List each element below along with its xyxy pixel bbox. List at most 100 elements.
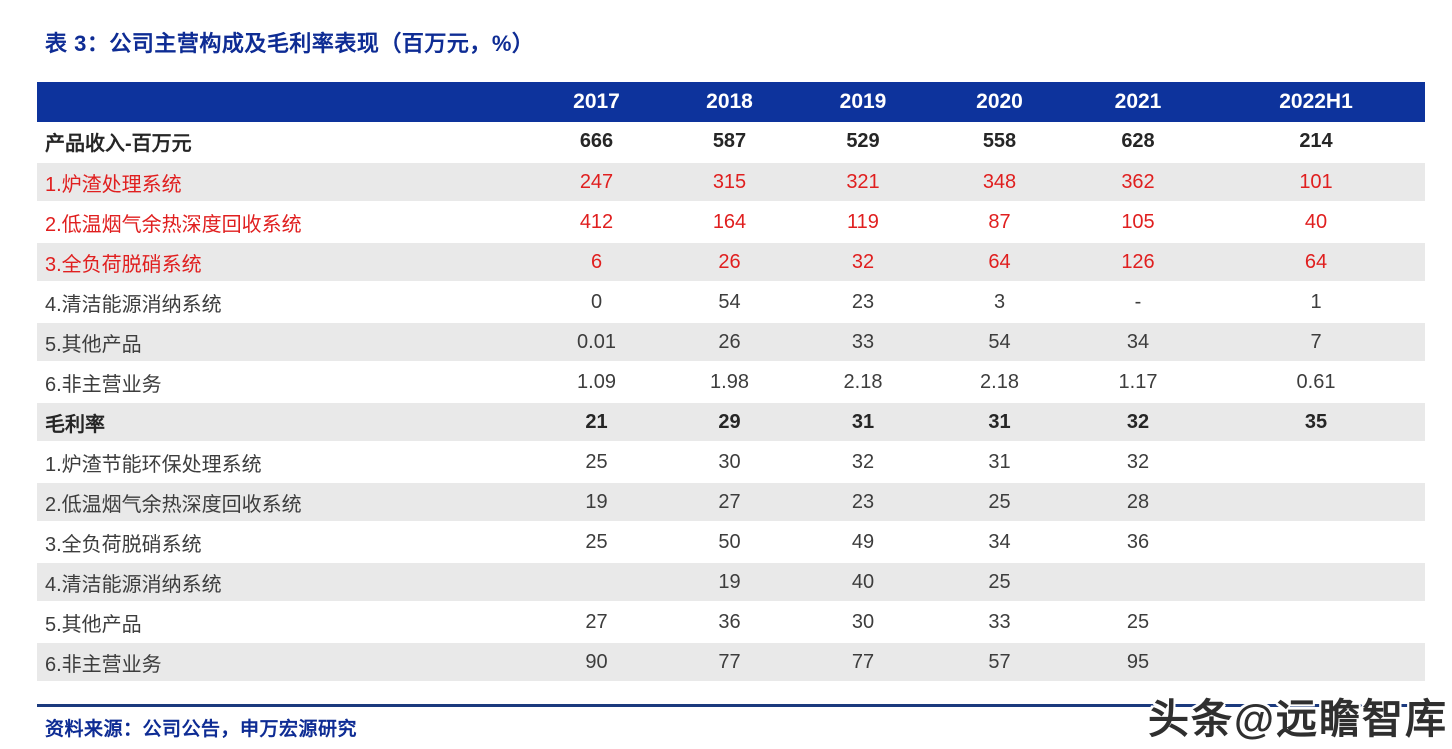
cell-value: 101 (1207, 162, 1425, 203)
cell-value: 1.09 (530, 362, 663, 403)
header-cell-year: 2017 (530, 82, 663, 122)
cell-value: 31 (930, 442, 1069, 483)
cell-value: 1.98 (663, 362, 796, 403)
cell-value: 529 (796, 122, 930, 163)
cell-value: 25 (930, 482, 1069, 523)
table-row: 1.炉渣处理系统 247 315 321 348 362 101 (37, 162, 1425, 203)
cell-value: 25 (930, 562, 1069, 603)
cell-value: 40 (1207, 202, 1425, 243)
cell-value: 26 (663, 242, 796, 283)
table-title: 表 3：公司主营构成及毛利率表现（百万元，%） (45, 31, 535, 56)
cell-value: 54 (663, 282, 796, 323)
cell-value: 23 (796, 482, 930, 523)
cell-value (1207, 642, 1425, 683)
header-cell-blank (37, 82, 530, 122)
cell-value: 587 (663, 122, 796, 163)
cell-value: 57 (930, 642, 1069, 683)
header-cell-year: 2022H1 (1207, 82, 1425, 122)
table-row: 1.炉渣节能环保处理系统 25 30 32 31 32 (37, 442, 1425, 483)
cell-value: 27 (530, 602, 663, 643)
table-row: 4.清洁能源消纳系统 19 40 25 (37, 562, 1425, 603)
cell-value: 77 (663, 642, 796, 683)
row-label: 产品收入-百万元 (37, 122, 530, 163)
cell-value (1207, 602, 1425, 643)
cell-value (530, 562, 663, 603)
cell-value: 49 (796, 522, 930, 563)
cell-value: 558 (930, 122, 1069, 163)
cell-value: 30 (796, 602, 930, 643)
cell-value: 0 (530, 282, 663, 323)
row-label: 5.其他产品 (37, 322, 530, 363)
main-data-table: 2017 2018 2019 2020 2021 2022H1 产品收入-百万元 666 58… (37, 82, 1425, 683)
cell-value: 31 (796, 402, 930, 443)
cell-value: 25 (530, 522, 663, 563)
cell-value: 54 (930, 322, 1069, 363)
cell-value: 214 (1207, 122, 1425, 163)
cell-value: 628 (1069, 122, 1207, 163)
cell-value: 2.18 (796, 362, 930, 403)
cell-value: 126 (1069, 242, 1207, 283)
row-label: 6.非主营业务 (37, 362, 530, 403)
table-row: 6.非主营业务 1.09 1.98 2.18 2.18 1.17 0.61 (37, 362, 1425, 403)
row-label: 5.其他产品 (37, 602, 530, 643)
cell-value (1207, 482, 1425, 523)
table-row: 3.全负荷脱硝系统 25 50 49 34 36 (37, 522, 1425, 563)
cell-value: 30 (663, 442, 796, 483)
row-label: 2.低温烟气余热深度回收系统 (37, 202, 530, 243)
row-label: 6.非主营业务 (37, 642, 530, 683)
row-label: 4.清洁能源消纳系统 (37, 282, 530, 323)
cell-value: 27 (663, 482, 796, 523)
table-row: 5.其他产品 0.01 26 33 54 34 7 (37, 322, 1425, 363)
row-label: 1.炉渣节能环保处理系统 (37, 442, 530, 483)
cell-value: 34 (1069, 322, 1207, 363)
cell-value: 34 (930, 522, 1069, 563)
cell-value: 412 (530, 202, 663, 243)
watermark: 头条@远瞻智库 (1148, 696, 1448, 742)
header-cell-year: 2021 (1069, 82, 1207, 122)
cell-value: 0.01 (530, 322, 663, 363)
cell-value: 7 (1207, 322, 1425, 363)
cell-value: 19 (663, 562, 796, 603)
cell-value: 25 (530, 442, 663, 483)
table-row: 产品收入-百万元 666 587 529 558 628 214 (37, 122, 1425, 163)
table-row: 毛利率 21 29 31 31 32 35 (37, 402, 1425, 443)
table-row: 5.其他产品 27 36 30 33 25 (37, 602, 1425, 643)
row-label: 1.炉渣处理系统 (37, 162, 530, 203)
cell-value: 348 (930, 162, 1069, 203)
cell-value: 32 (1069, 402, 1207, 443)
cell-value: 0.61 (1207, 362, 1425, 403)
cell-value: 90 (530, 642, 663, 683)
table-row: 2.低温烟气余热深度回收系统 19 27 23 25 28 (37, 482, 1425, 523)
cell-value: 119 (796, 202, 930, 243)
cell-value: 31 (930, 402, 1069, 443)
header-row: 2017 2018 2019 2020 2021 2022H1 (37, 82, 1425, 122)
cell-value: - (1069, 282, 1207, 323)
cell-value: 40 (796, 562, 930, 603)
cell-value: 26 (663, 322, 796, 363)
cell-value (1207, 522, 1425, 563)
cell-value: 2.18 (930, 362, 1069, 403)
cell-value: 105 (1069, 202, 1207, 243)
table-bottom-border (37, 704, 1425, 707)
header-cell-year: 2019 (796, 82, 930, 122)
cell-value: 32 (796, 242, 930, 283)
table-row: 2.低温烟气余热深度回收系统 412 164 119 87 105 40 (37, 202, 1425, 243)
row-label: 4.清洁能源消纳系统 (37, 562, 530, 603)
cell-value: 23 (796, 282, 930, 323)
cell-value: 95 (1069, 642, 1207, 683)
cell-value (1207, 562, 1425, 603)
cell-value: 33 (930, 602, 1069, 643)
cell-value: 1 (1207, 282, 1425, 323)
table-row: 6.非主营业务 90 77 77 57 95 (37, 642, 1425, 683)
cell-value: 315 (663, 162, 796, 203)
cell-value: 87 (930, 202, 1069, 243)
cell-value (1069, 562, 1207, 603)
cell-value: 29 (663, 402, 796, 443)
row-label: 毛利率 (37, 402, 530, 443)
row-label: 2.低温烟气余热深度回收系统 (37, 482, 530, 523)
cell-value: 25 (1069, 602, 1207, 643)
row-label: 3.全负荷脱硝系统 (37, 242, 530, 283)
cell-value: 666 (530, 122, 663, 163)
cell-value: 35 (1207, 402, 1425, 443)
source-note: 资料来源：公司公告，申万宏源研究 (45, 719, 358, 740)
